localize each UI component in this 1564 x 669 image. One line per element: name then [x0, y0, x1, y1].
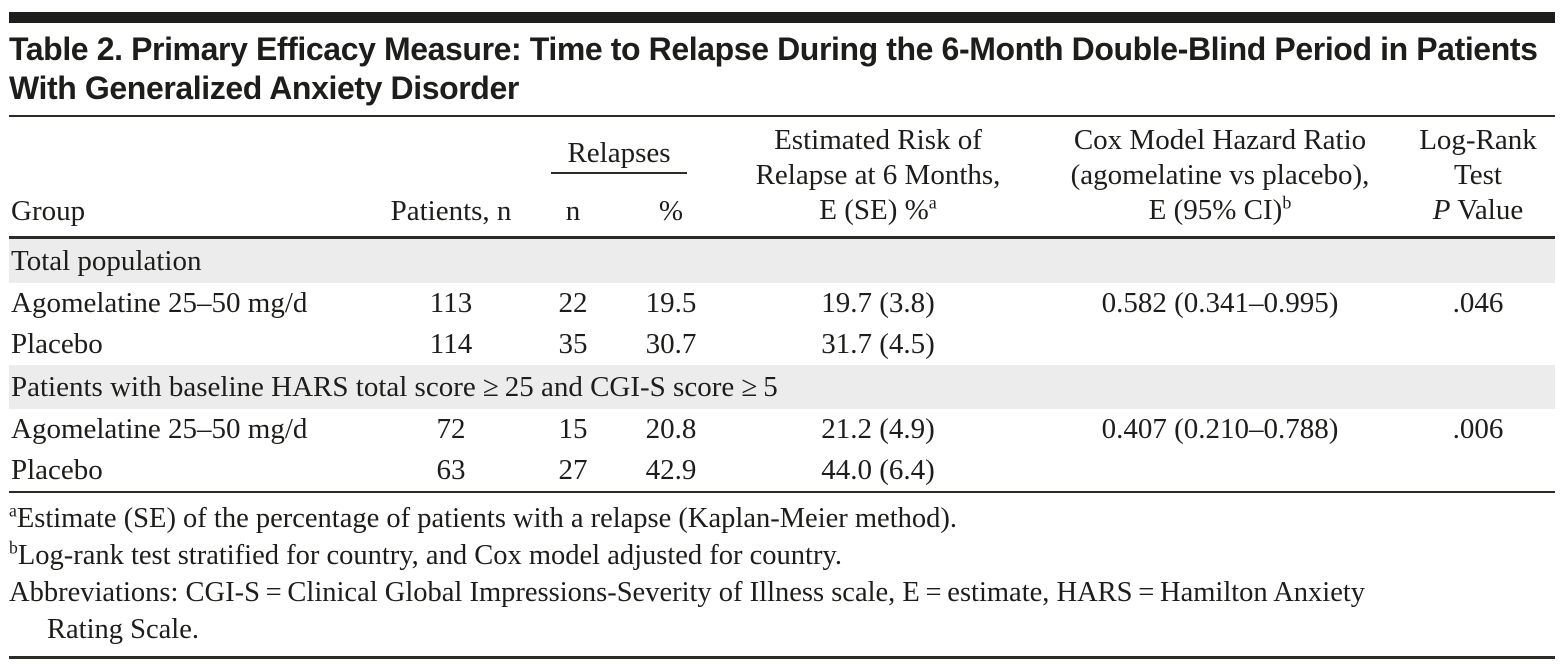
header-row-sub: n %	[9, 175, 1555, 239]
cell-patients: 72	[436, 413, 466, 445]
col-header-line: P Value	[1401, 193, 1555, 228]
cell-relapses-pct: 19.5	[645, 287, 697, 319]
cell-relapses-n: 15	[558, 413, 588, 445]
footnote-abbreviations: Abbreviations: CGI-S = Clinical Global I…	[9, 577, 1366, 645]
footnote-marker-b: b	[9, 537, 18, 558]
cell-cox-hazard-ratio: 0.582 (0.341–0.995)	[1101, 287, 1339, 319]
cell-pvalue	[1401, 324, 1555, 365]
col-header-line: Test	[1454, 159, 1502, 191]
cell-relapses-pct: 42.9	[645, 454, 697, 486]
col-header-cox-hazard-ratio: Cox Model Hazard Ratio (agomelatine vs p…	[1039, 117, 1401, 239]
footnote-divider	[9, 491, 1555, 493]
col-header-group: Group	[9, 117, 381, 239]
bottom-rule	[9, 656, 1555, 659]
section-header-label: Patients with baseline HARS total score …	[9, 365, 1555, 409]
top-bar	[9, 12, 1555, 23]
cell-relapses-n: 35	[558, 328, 588, 360]
cell-group: Placebo	[11, 454, 103, 486]
col-header-line: Log-Rank	[1419, 124, 1537, 156]
cell-pvalue: .046	[1452, 287, 1504, 319]
cell-cox-hazard-ratio	[1039, 450, 1401, 491]
footnote-b: bLog-rank test stratified for country, a…	[9, 537, 1555, 574]
title-divider	[9, 115, 1555, 117]
cell-group: Placebo	[11, 328, 103, 360]
footnote-text: Log-rank test stratified for country, an…	[17, 540, 842, 571]
table-body: Total population Agomelatine 25–50 mg/d …	[9, 237, 1555, 492]
col-header-relapses: Relapses	[521, 117, 717, 176]
cell-estimated-risk: 31.7 (4.5)	[821, 328, 935, 360]
table-row: Agomelatine 25–50 mg/d 72 15 20.8 21.2 (…	[9, 409, 1555, 450]
cell-relapses-n: 27	[558, 454, 588, 486]
col-header-line: (agomelatine vs placebo),	[1070, 159, 1370, 191]
cell-estimated-risk: 19.7 (3.8)	[821, 287, 935, 319]
cell-relapses-pct: 20.8	[645, 413, 697, 445]
col-header-text: E (95% CI)	[1148, 194, 1283, 226]
header-row-top: Group Patients, n Relapses Estimated Ris…	[9, 117, 1555, 239]
footnote-a: aEstimate (SE) of the percentage of pati…	[9, 500, 1555, 537]
cell-cox-hazard-ratio: 0.407 (0.210–0.788)	[1101, 413, 1339, 445]
footnotes: aEstimate (SE) of the percentage of pati…	[9, 493, 1555, 648]
table-row: Placebo 63 27 42.9 44.0 (6.4)	[9, 450, 1555, 491]
footnote-marker-a: a	[928, 192, 937, 213]
footnote-text: Estimate (SE) of the percentage of patie…	[16, 503, 957, 534]
cell-patients: 63	[436, 454, 466, 486]
table-title: Table 2. Primary Efficacy Measure: Time …	[9, 31, 1538, 106]
cell-pvalue: .006	[1452, 413, 1504, 445]
col-header-text: Value	[1450, 194, 1524, 226]
cell-estimated-risk: 44.0 (6.4)	[821, 454, 935, 486]
cell-patients: 113	[429, 287, 473, 319]
footnote-marker-a: a	[9, 500, 17, 521]
col-header-patients: Patients, n	[381, 117, 521, 239]
table-header: Group Patients, n Relapses Estimated Ris…	[9, 117, 1555, 239]
cell-patients: 114	[429, 328, 473, 360]
cell-pvalue	[1401, 450, 1555, 491]
col-header-line: Estimated Risk of	[774, 124, 982, 156]
col-header-relapses-pct: %	[625, 175, 717, 239]
cell-relapses-pct: 30.7	[645, 328, 697, 360]
col-header-text: E (SE) %	[819, 194, 929, 226]
p-italic: P	[1432, 194, 1451, 226]
footnote-marker-b: b	[1282, 192, 1292, 213]
cell-estimated-risk: 21.2 (4.9)	[821, 413, 935, 445]
section-header-hars-cgis-subgroup: Patients with baseline HARS total score …	[9, 365, 1555, 409]
section-header-total-population: Total population	[9, 237, 1555, 283]
table-row: Agomelatine 25–50 mg/d 113 22 19.5 19.7 …	[9, 283, 1555, 324]
cell-group: Agomelatine 25–50 mg/d	[11, 413, 308, 445]
section-header-label: Total population	[9, 237, 1555, 283]
col-header-estimated-risk: Estimated Risk of Relapse at 6 Months, E…	[717, 117, 1039, 239]
efficacy-table: Group Patients, n Relapses Estimated Ris…	[9, 117, 1555, 491]
col-header-line: Cox Model Hazard Ratio	[1073, 124, 1367, 156]
col-header-line: E (SE) %a	[717, 193, 1039, 228]
col-header-line: Relapse at 6 Months,	[755, 159, 1001, 191]
table-row: Placebo 114 35 30.7 31.7 (4.5)	[9, 324, 1555, 365]
col-header-line: E (95% CI)b	[1039, 193, 1401, 228]
cell-cox-hazard-ratio	[1039, 324, 1401, 365]
relapses-label: Relapses	[551, 136, 687, 174]
col-header-logrank-pvalue: Log-Rank Test P Value	[1401, 117, 1555, 239]
cell-relapses-n: 22	[558, 287, 588, 319]
col-header-relapses-n: n	[521, 175, 625, 239]
cell-group: Agomelatine 25–50 mg/d	[11, 287, 308, 319]
